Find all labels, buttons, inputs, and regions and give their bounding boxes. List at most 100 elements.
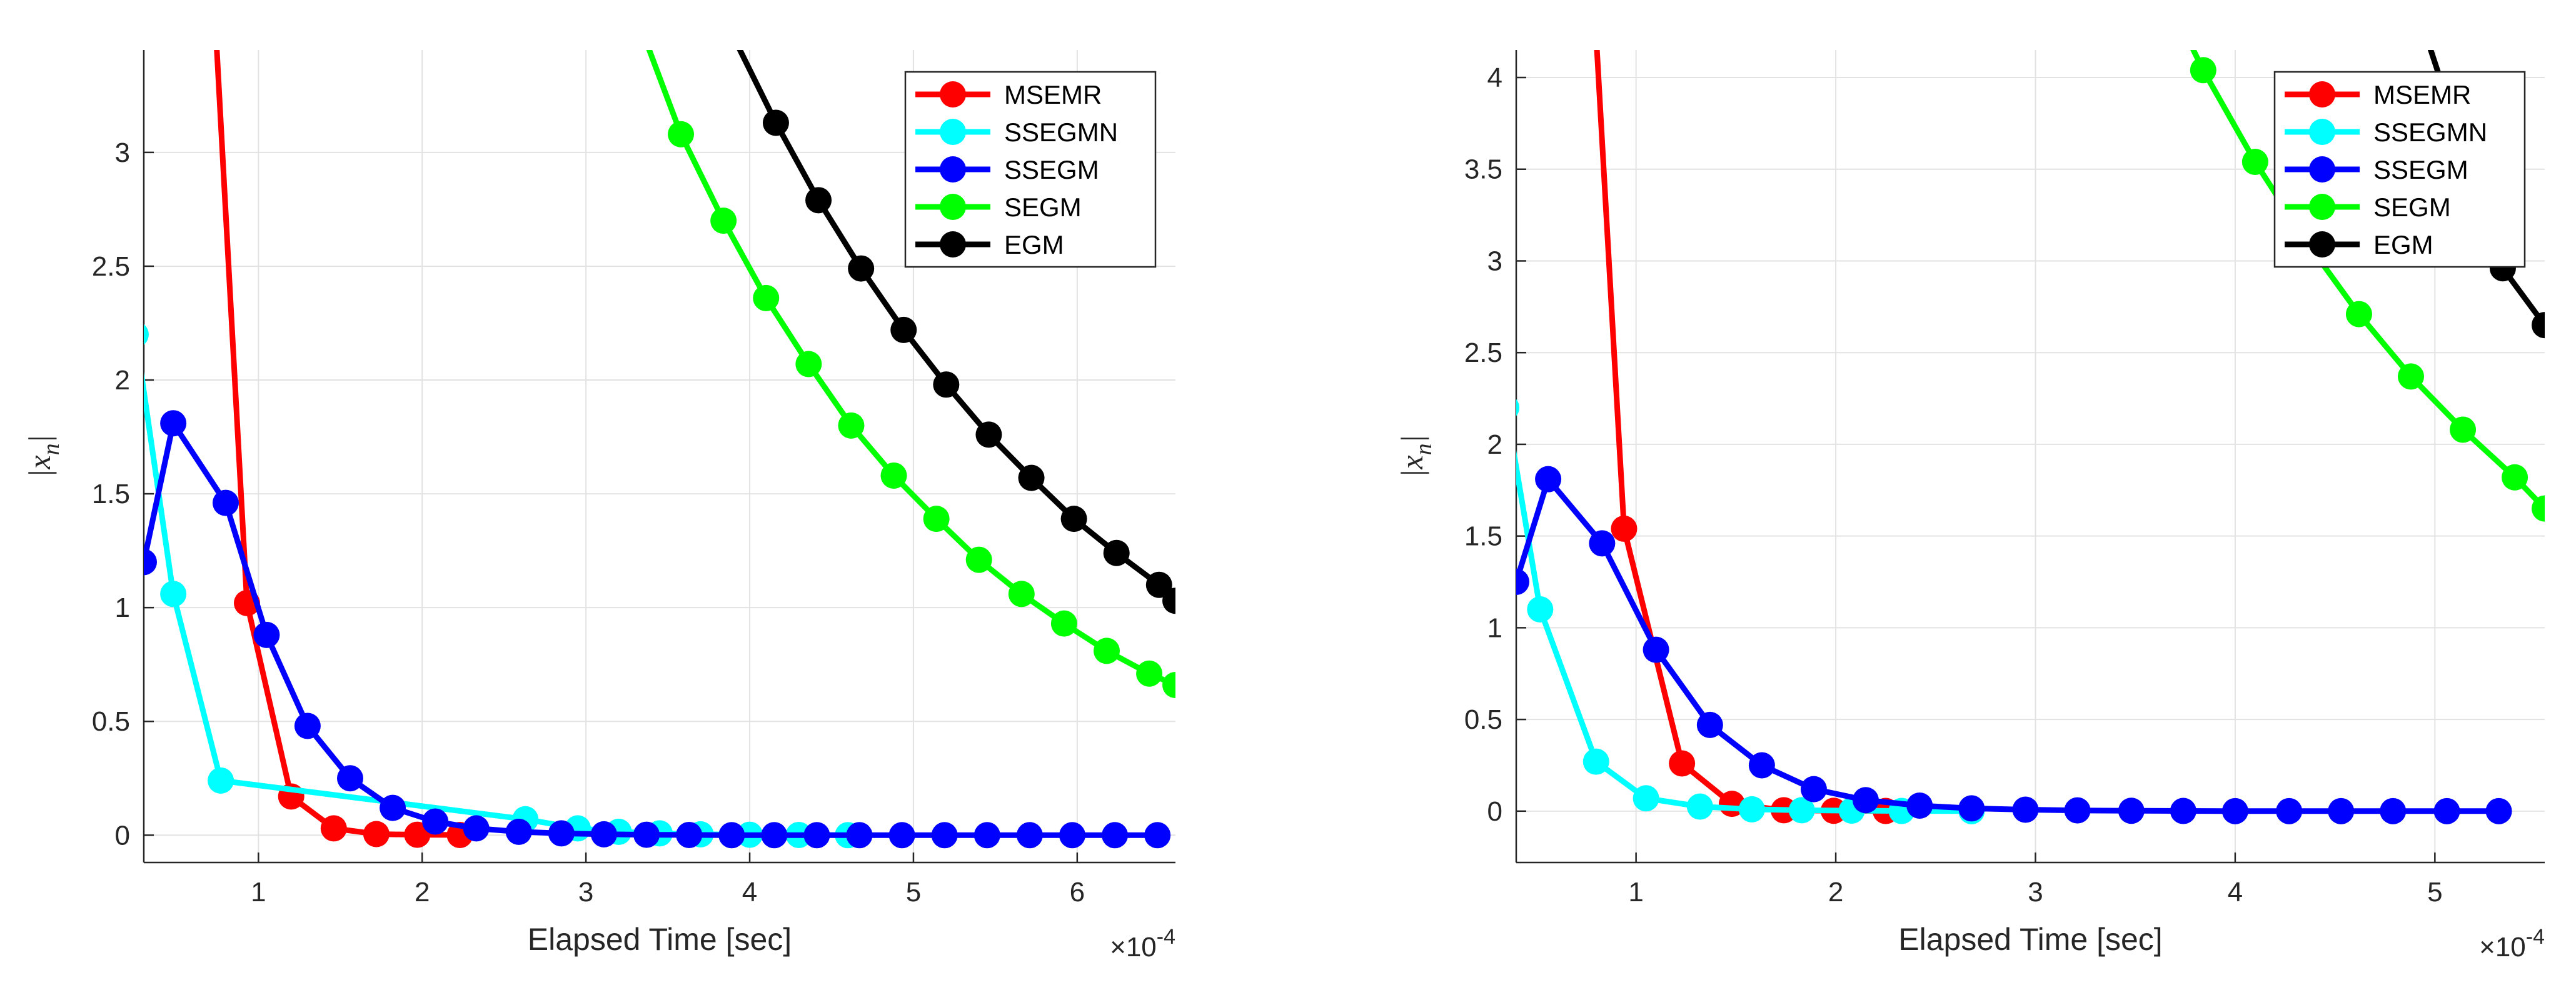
legend-swatch-marker bbox=[2309, 119, 2335, 145]
data-point-msemr bbox=[1611, 515, 1638, 542]
data-point-egm bbox=[1018, 464, 1045, 491]
data-point-segm bbox=[2502, 464, 2528, 491]
data-point-ssegm bbox=[505, 818, 532, 845]
series-group bbox=[144, 50, 1175, 849]
data-point-segm bbox=[2450, 416, 2477, 443]
legend-label: SSEGM bbox=[1004, 155, 1099, 184]
data-point-segm bbox=[2190, 57, 2216, 84]
y-tick-label: 3.5 bbox=[1464, 154, 1502, 185]
data-point-egm bbox=[1060, 506, 1087, 532]
legend-label: SSEGMN bbox=[1004, 118, 1118, 147]
data-point-ssegm bbox=[633, 821, 660, 848]
data-point-ssegm bbox=[1643, 636, 1669, 663]
data-point-ssegm bbox=[803, 822, 830, 849]
data-point-segm bbox=[2241, 149, 2268, 176]
x-tick-label: 1 bbox=[1628, 877, 1643, 908]
data-point-ssegm bbox=[1696, 711, 1723, 738]
data-point-ssegm bbox=[1516, 569, 1529, 596]
data-point-ssegmn bbox=[160, 581, 187, 608]
data-point-ssegm bbox=[422, 808, 449, 835]
y-tick-label: 2 bbox=[1487, 429, 1502, 460]
data-point-segm bbox=[1008, 581, 1035, 608]
data-point-ssegm bbox=[2012, 796, 2039, 823]
legend-label: EGM bbox=[2373, 230, 2433, 259]
data-point-ssegm bbox=[718, 822, 745, 849]
y-tick-label: 1 bbox=[1487, 612, 1502, 643]
data-point-segm bbox=[2397, 363, 2424, 390]
legend-label: SEGM bbox=[2373, 192, 2451, 222]
data-point-ssegm bbox=[761, 822, 788, 849]
data-point-segm bbox=[1050, 610, 1077, 637]
x-axis-label: Elapsed Time [sec] bbox=[528, 922, 792, 957]
y-tick-label: 3 bbox=[1487, 246, 1502, 276]
series-line-ssegmn bbox=[144, 371, 848, 838]
legend-label: SSEGMN bbox=[2373, 118, 2487, 147]
y-tick-label: 0 bbox=[1487, 796, 1502, 827]
legend-swatch-marker bbox=[2309, 156, 2335, 182]
data-point-ssegmn bbox=[208, 767, 234, 794]
x-tick-label: 6 bbox=[1070, 877, 1085, 908]
y-axis-label: |xn| bbox=[22, 435, 64, 478]
legend-label: SSEGM bbox=[2373, 155, 2468, 184]
data-point-ssegm bbox=[1800, 776, 1827, 802]
data-point-ssegm bbox=[846, 822, 873, 849]
data-point-segm bbox=[1094, 638, 1120, 664]
data-point-ssegm bbox=[1016, 822, 1043, 849]
y-tick-label: 2 bbox=[115, 365, 130, 396]
y-tick-label: 1.5 bbox=[1464, 521, 1502, 552]
y-tick-label: 1.5 bbox=[92, 479, 130, 509]
data-point-msemr bbox=[363, 821, 390, 848]
data-point-egm bbox=[1145, 571, 1172, 598]
data-point-ssegm bbox=[2118, 798, 2145, 824]
data-point-ssegm bbox=[2433, 798, 2460, 824]
data-point-egm bbox=[848, 255, 875, 282]
data-point-ssegm bbox=[2276, 798, 2303, 824]
y-tick-label: 0 bbox=[115, 820, 130, 851]
legend-swatch-marker bbox=[940, 194, 966, 220]
x-tick-label: 3 bbox=[2028, 877, 2043, 908]
data-point-ssegmn bbox=[1633, 785, 1659, 812]
right-chart-panel: 1 2 3 4 5 0 0.5 1 1.5 2 2.5 3 3.5 4 Elapsed Time [sec]… bbox=[1394, 50, 2545, 962]
y-tick-label: 0.5 bbox=[92, 706, 130, 737]
y-axis-label: |xn| bbox=[1394, 435, 1437, 478]
data-point-ssegm bbox=[337, 765, 363, 792]
data-point-ssegm bbox=[1748, 752, 1775, 779]
data-point-segm bbox=[668, 121, 695, 148]
data-point-ssegm bbox=[1144, 822, 1171, 849]
data-point-ssegmn bbox=[1788, 797, 1815, 824]
data-point-egm bbox=[2532, 312, 2545, 339]
data-point-ssegm bbox=[212, 489, 239, 516]
data-point-ssegm bbox=[1852, 787, 1879, 814]
x-tick-label: 5 bbox=[906, 877, 921, 908]
legend: MSEMR SSEGMN SSEGM SEGM EGM bbox=[2273, 71, 2526, 268]
data-point-egm bbox=[890, 316, 917, 343]
data-point-segm bbox=[880, 462, 907, 489]
data-point-ssegm bbox=[888, 822, 915, 849]
data-point-ssegm bbox=[931, 822, 958, 849]
x-axis-label: Elapsed Time [sec] bbox=[1898, 922, 2162, 957]
data-point-msemr bbox=[404, 821, 431, 848]
data-point-ssegm bbox=[974, 822, 1000, 849]
data-point-ssegm bbox=[2064, 797, 2091, 824]
data-point-msemr bbox=[320, 815, 347, 842]
series-line-ssegm bbox=[144, 420, 1158, 838]
data-point-ssegm bbox=[1059, 822, 1085, 849]
legend-swatch-marker bbox=[2309, 231, 2335, 258]
data-point-ssegm bbox=[676, 821, 703, 848]
y-tick-label: 4 bbox=[1487, 62, 1502, 93]
data-point-egm bbox=[762, 109, 789, 136]
data-point-egm bbox=[1103, 539, 1130, 566]
legend-swatch-marker bbox=[940, 231, 966, 258]
legend-label: SEGM bbox=[1004, 192, 1082, 222]
legend-swatch-marker bbox=[940, 156, 966, 182]
data-point-segm bbox=[2345, 301, 2372, 328]
y-tick-label: 3 bbox=[115, 138, 130, 168]
data-point-segm bbox=[795, 351, 822, 378]
legend-label: MSEMR bbox=[2373, 80, 2471, 109]
data-point-ssegm bbox=[380, 794, 406, 821]
data-point-segm bbox=[838, 412, 865, 439]
series-line-msemr bbox=[1594, 50, 1886, 814]
y-tick-label: 1 bbox=[115, 592, 130, 623]
data-point-ssegm bbox=[463, 815, 490, 842]
